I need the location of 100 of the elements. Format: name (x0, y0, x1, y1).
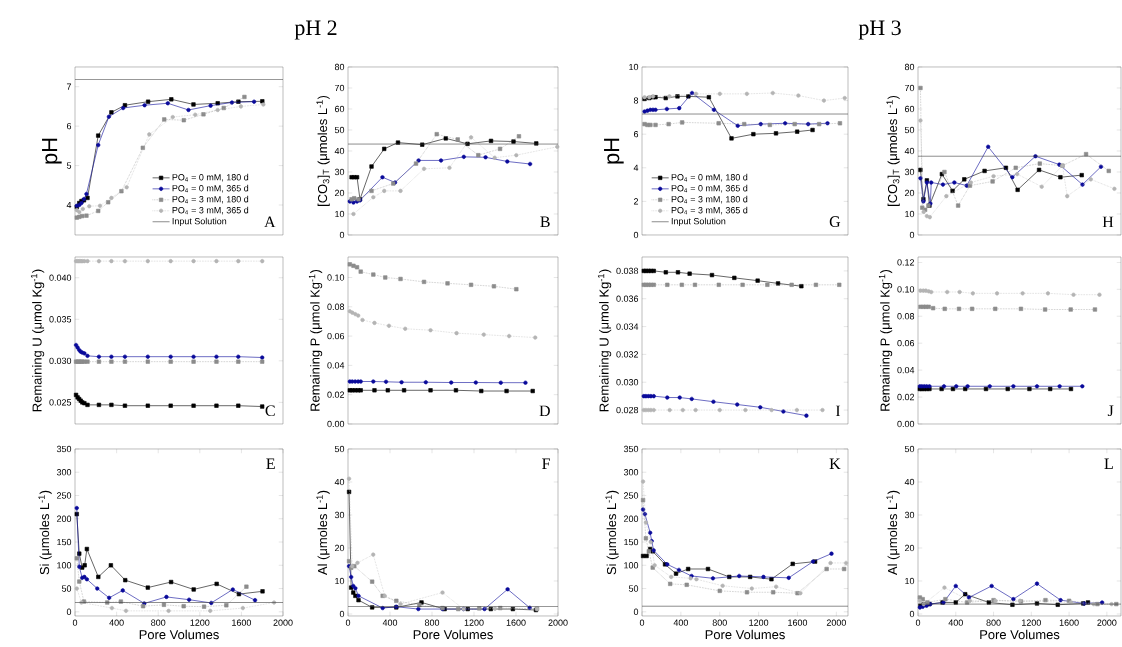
x-tick-label: 1600 (1059, 619, 1079, 626)
y-tick-label: 60 (334, 105, 345, 113)
y-tick-label: 30 (904, 168, 915, 176)
y-tick-label: 10 (335, 210, 345, 218)
y-tick-label: 40 (904, 478, 915, 486)
y-tick-label: 0.06 (897, 340, 915, 347)
annotation: I (835, 405, 841, 417)
legend-label: PO$_{4}$ = 3 mM, 365 d (671, 206, 748, 215)
x-tick-label: 1200 (190, 619, 210, 626)
x-tick-label: 1600 (232, 619, 252, 626)
y-tick-label: 0 (339, 610, 345, 618)
x-axis-title: Pore Volumes (413, 629, 493, 640)
y-tick-label: 8 (633, 97, 639, 104)
y-axis-title: Si (μmoles L$^{-1}$) (38, 490, 52, 575)
legend-label: Input Solution (172, 217, 227, 227)
legend-label: PO$_{4}$ = 0 mM, 180 d (671, 173, 748, 182)
y-tick-label: 50 (904, 445, 915, 453)
text: pH 3 (858, 20, 901, 40)
x-axis-title: Pore Volumes (705, 629, 785, 640)
y-tick-label: 0.04 (327, 362, 345, 369)
y-tick-label: 0 (339, 231, 345, 239)
y-tick-label: 0.035 (49, 316, 72, 323)
y-tick-label: 20 (334, 189, 345, 197)
x-tick-label: 2000 (548, 619, 568, 626)
y-tick-label: 0.06 (327, 332, 345, 340)
y-tick-label: 4 (66, 201, 72, 209)
y-tick-label: 50 (334, 445, 345, 453)
y-tick-label: 2 (633, 198, 639, 205)
y-tick-label: 50 (334, 126, 345, 134)
annotation: J (1107, 405, 1114, 417)
y-tick-label: 0 (66, 608, 72, 615)
y-tick-label: 100 (57, 562, 72, 569)
y-tick-label: 10 (629, 63, 639, 71)
y-tick-label: 0 (909, 231, 915, 239)
y-tick-label: 0.00 (897, 420, 915, 428)
y-axis-title: pH (42, 138, 62, 164)
y-tick-label: 0.08 (897, 313, 915, 320)
y-tick-label: 0.08 (327, 303, 345, 310)
x-tick-label: 400 (109, 619, 124, 626)
y-tick-label: 350 (56, 445, 72, 453)
x-tick-label: 800 (424, 619, 440, 626)
annotation: E (266, 458, 275, 469)
x-tick-label: 0 (639, 619, 645, 626)
y-tick-label: 200 (623, 515, 639, 522)
y-tick-label: 0.028 (616, 406, 639, 414)
y-tick-label: 5 (66, 162, 72, 169)
y-axis-title: [CO$_{3}$]$_{T}$ (μmoles L$^{-1}$) (886, 95, 900, 206)
y-tick-label: 100 (624, 562, 639, 569)
y-tick-label: 7 (66, 83, 72, 90)
x-tick-label: 1200 (464, 619, 484, 626)
y-axis-title: Si (μmoles L$^{-1}$) (605, 490, 619, 575)
annotation: L (1104, 458, 1113, 469)
legend-label: PO$_{4}$ = 3 mM, 180 d (172, 195, 249, 204)
y-tick-label: 10 (335, 577, 345, 585)
y-axis-title: Remaining U (μmol Kg$^{-1}$) (597, 269, 612, 412)
y-tick-label: 0.10 (897, 286, 915, 293)
y-tick-label: 250 (623, 492, 639, 499)
x-tick-label: 2000 (826, 619, 846, 626)
x-tick-label: 0 (345, 619, 351, 626)
y-tick-label: 70 (334, 84, 345, 92)
y-tick-label: 300 (56, 469, 72, 476)
x-axis-title: Pore Volumes (980, 629, 1060, 640)
y-tick-label: 0.036 (616, 295, 639, 302)
annotation: G (829, 216, 841, 228)
x-tick-label: 2000 (273, 619, 293, 626)
y-tick-label: 40 (904, 147, 915, 155)
y-axis-title: Remaining U (μmol Kg$^{-1}$) (30, 269, 45, 412)
y-tick-label: 0.12 (897, 259, 915, 266)
x-tick-label: 400 (948, 619, 963, 626)
y-tick-label: 6 (66, 122, 72, 130)
y-tick-label: 4 (633, 164, 639, 171)
y-tick-label: 40 (334, 478, 345, 486)
y-tick-label: 50 (628, 585, 639, 592)
y-tick-label: 250 (56, 492, 72, 499)
y-tick-label: 0.02 (327, 391, 345, 398)
y-tick-label: 80 (904, 63, 915, 71)
y-axis-title: Al (μmoles L$^{-1}$) (886, 490, 900, 576)
x-tick-label: 1200 (749, 619, 769, 626)
x-tick-label: 0 (915, 619, 921, 626)
legend-label: PO$_{4}$ = 0 mM, 180 d (172, 173, 249, 182)
legend-label: PO$_{4}$ = 0 mM, 365 d (671, 184, 748, 193)
y-tick-label: 0.030 (616, 379, 639, 386)
y-tick-label: 0.038 (616, 267, 639, 275)
y-tick-label: 20 (904, 544, 915, 552)
y-tick-label: 60 (904, 105, 915, 113)
x-tick-label: 1600 (506, 619, 526, 626)
y-tick-label: 20 (334, 544, 345, 552)
annotation: D (539, 405, 550, 417)
y-tick-label: 40 (334, 147, 345, 155)
y-tick-label: 0.032 (616, 351, 639, 358)
y-tick-label: 0.00 (327, 420, 345, 428)
y-tick-label: 200 (56, 515, 72, 522)
legend-label: PO$_{4}$ = 0 mM, 365 d (172, 184, 249, 193)
y-tick-label: 30 (904, 511, 915, 519)
y-tick-label: 0.040 (49, 274, 72, 281)
y-tick-label: 0.034 (616, 323, 639, 330)
x-tick-label: 1600 (788, 619, 808, 626)
x-tick-label: 800 (712, 619, 727, 626)
x-tick-label: 800 (151, 619, 166, 626)
y-axis-title: Remaining P (μmol Kg$^{-1}$) (308, 269, 323, 411)
